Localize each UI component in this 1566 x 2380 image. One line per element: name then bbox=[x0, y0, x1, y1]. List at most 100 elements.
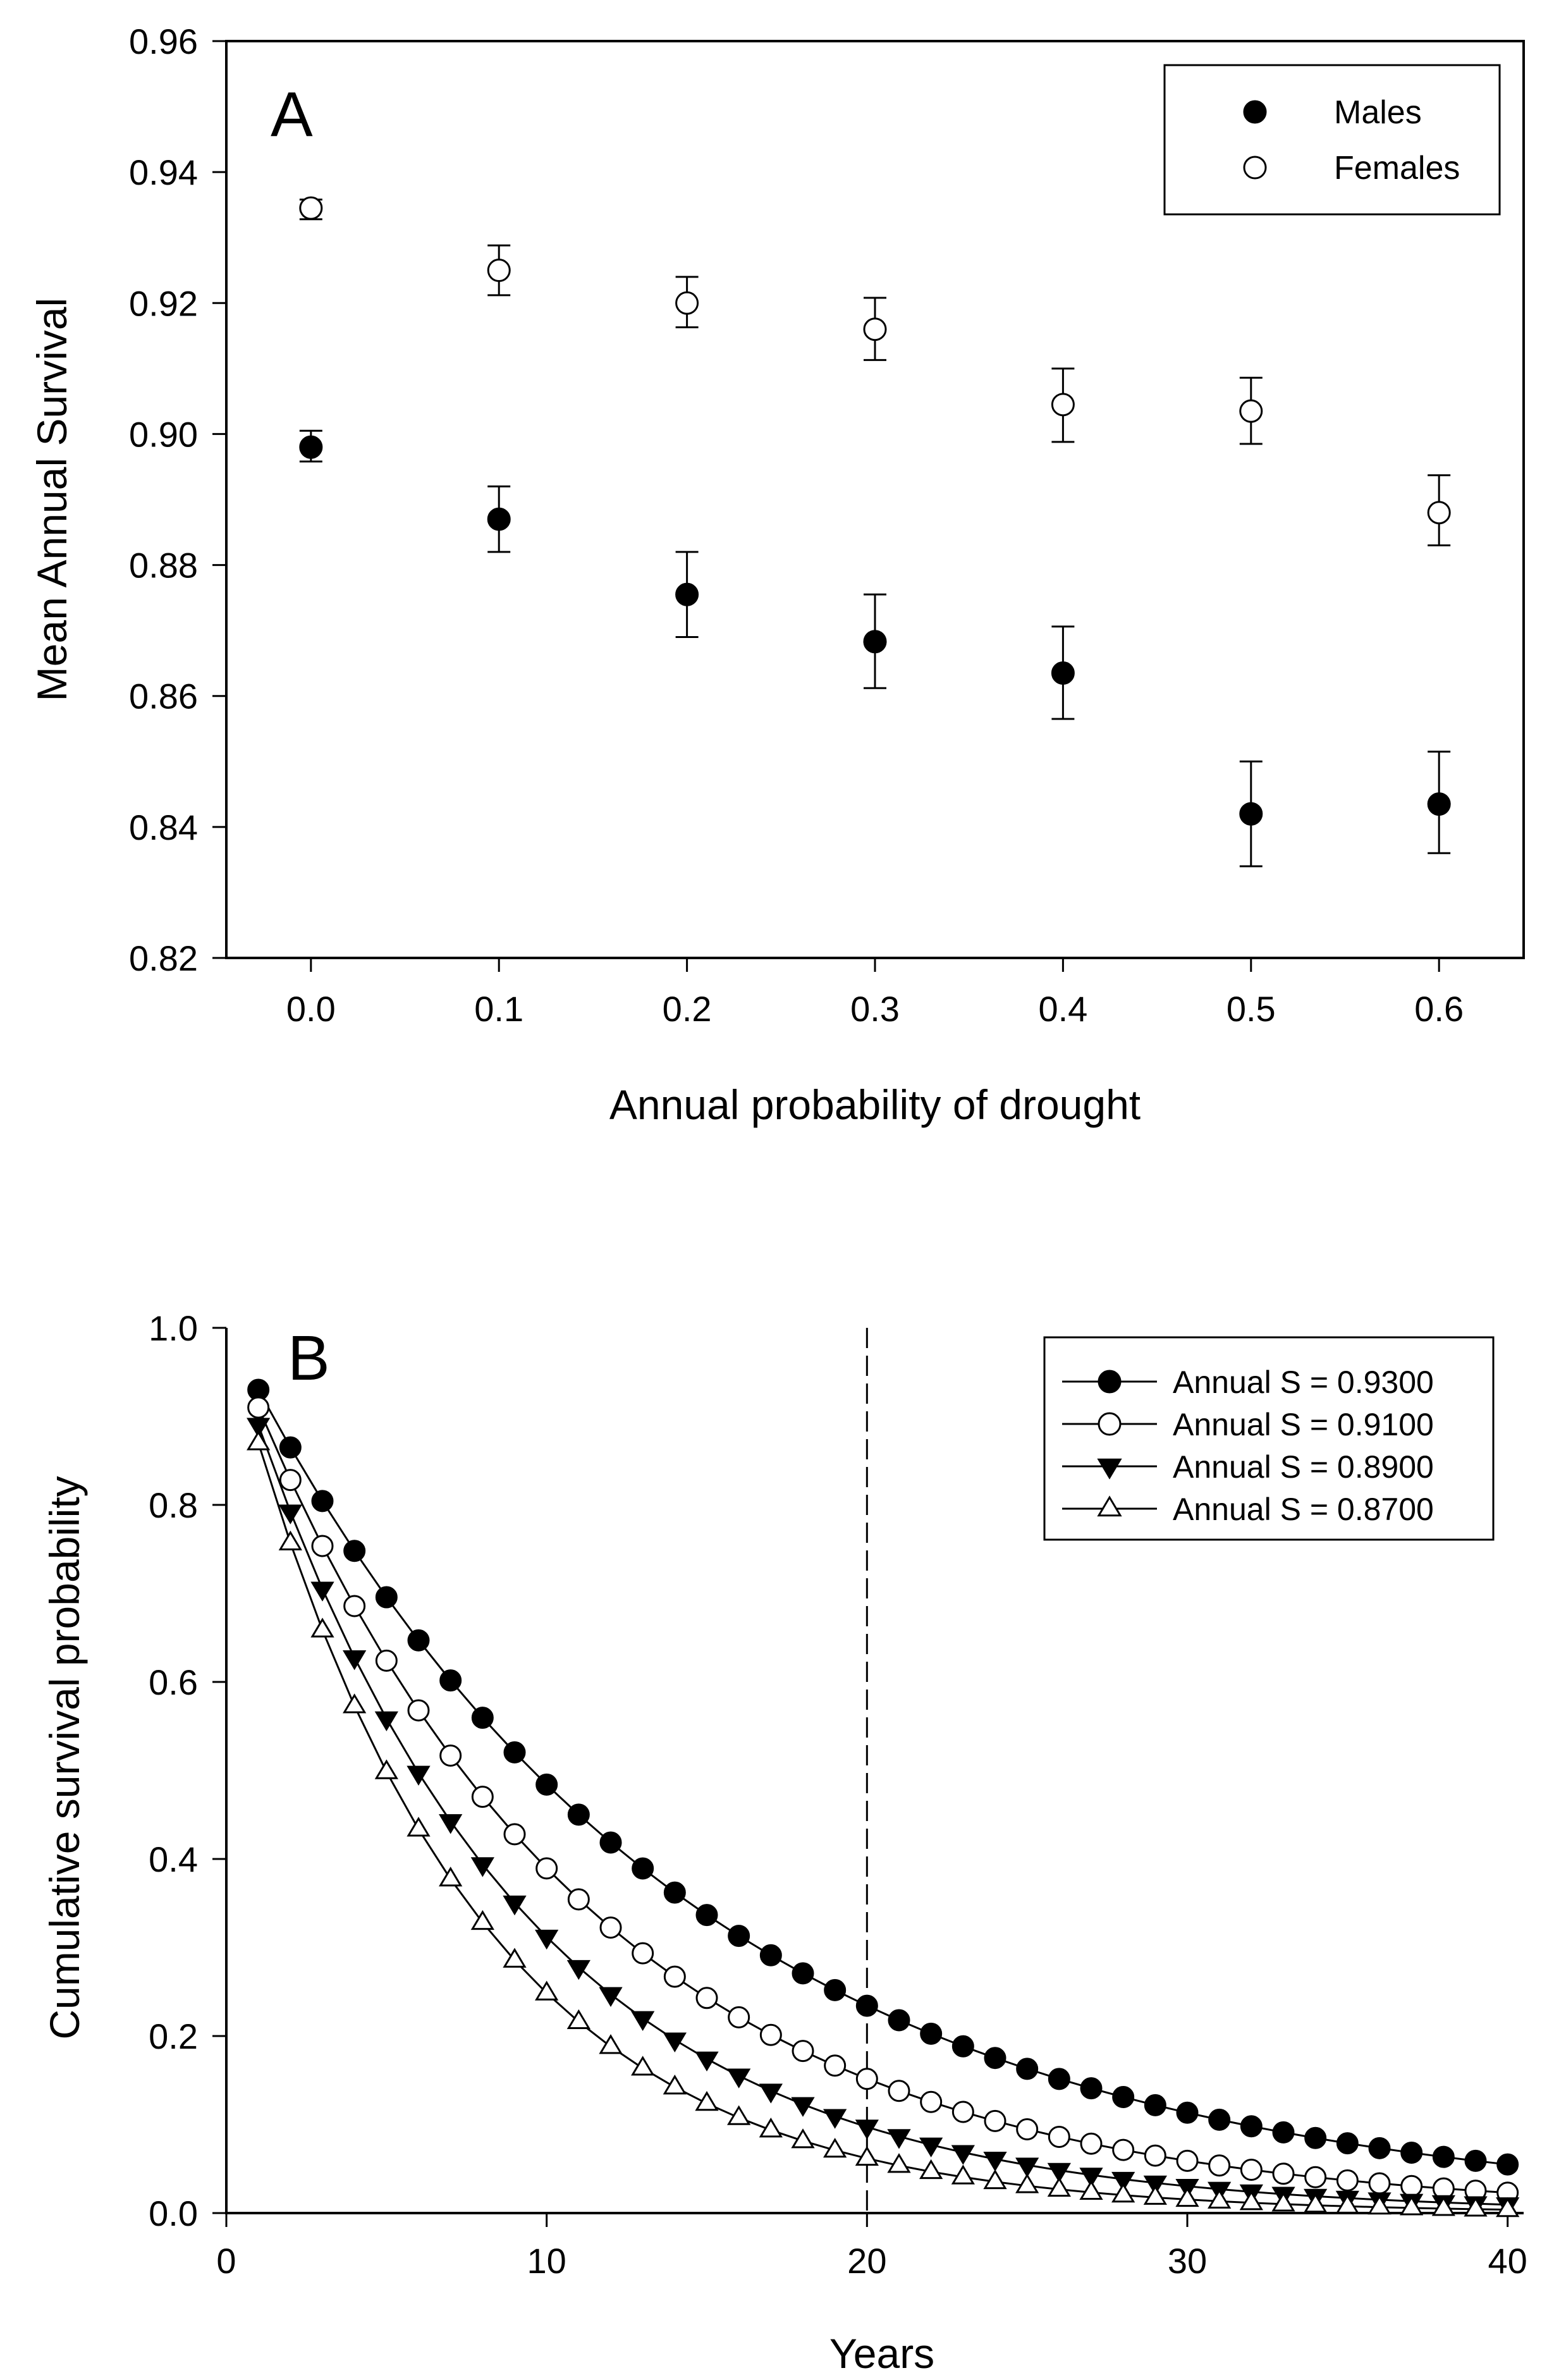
panel-a-y-axis-title: Mean Annual Survival bbox=[28, 298, 75, 701]
series-point-3 bbox=[631, 2056, 655, 2076]
panel-a-x-tick-label: 0.0 bbox=[286, 989, 336, 1029]
panel-b-y-ticks: 0.0 0.2 0.4 0.6 0.8 1.0 bbox=[149, 1308, 226, 2233]
series-point-1 bbox=[728, 2006, 750, 2028]
series-point-2 bbox=[663, 2032, 687, 2052]
series-point-3 bbox=[1271, 2192, 1295, 2212]
point-males bbox=[675, 582, 699, 606]
series-point-1 bbox=[663, 1965, 686, 1988]
series-point-0 bbox=[1144, 2094, 1166, 2116]
series-point-2 bbox=[1079, 2168, 1103, 2188]
series-point-0 bbox=[663, 1881, 686, 1904]
series-point-0 bbox=[1368, 2137, 1391, 2159]
series-point-2 bbox=[887, 2129, 911, 2149]
series-point-0 bbox=[792, 1962, 814, 1985]
series-point-2 bbox=[566, 1960, 590, 1980]
series-point-1 bbox=[471, 1786, 494, 1808]
series-point-0 bbox=[855, 1994, 878, 2017]
series-point-2 bbox=[599, 1987, 623, 2007]
series-point-3 bbox=[1335, 2193, 1359, 2214]
panel-b-x-tick-label: 10 bbox=[527, 2241, 566, 2281]
series-point-0 bbox=[1400, 2142, 1423, 2164]
series-point-1 bbox=[1048, 2125, 1070, 2148]
series-line-3 bbox=[257, 1442, 1508, 2211]
series-point-1 bbox=[1240, 2159, 1263, 2181]
series-point-2 bbox=[439, 1814, 463, 1834]
panel-a-y-tick-label: 0.88 bbox=[129, 546, 198, 586]
series-point-1 bbox=[984, 2109, 1006, 2132]
panel-b-x-axis-title: Years bbox=[829, 2330, 934, 2377]
series-point-0 bbox=[1176, 2101, 1199, 2124]
series-line-1 bbox=[257, 1407, 1508, 2194]
series-point-3 bbox=[374, 1759, 398, 1779]
series-point-1 bbox=[311, 1535, 334, 1557]
series-point-2 bbox=[823, 2109, 847, 2129]
series-point-0 bbox=[1304, 2126, 1327, 2149]
series-point-0 bbox=[599, 1831, 622, 1854]
legend-label-females: Females bbox=[1334, 150, 1460, 187]
legend-marker-males bbox=[1243, 100, 1267, 124]
series-point-0 bbox=[1112, 2085, 1135, 2108]
series-point-0 bbox=[1208, 2108, 1231, 2131]
series-point-2 bbox=[278, 1504, 302, 1524]
panel-b-y-tick-label: 0.2 bbox=[149, 2016, 198, 2056]
series-point-3 bbox=[1464, 2197, 1488, 2217]
series-point-1 bbox=[1336, 2169, 1359, 2192]
panel-b-y-tick-label: 1.0 bbox=[149, 1308, 198, 1348]
series-point-3 bbox=[1111, 2182, 1135, 2203]
point-females bbox=[1427, 501, 1451, 525]
point-females bbox=[675, 291, 699, 315]
series-point-0 bbox=[375, 1586, 398, 1609]
series-point-3 bbox=[566, 2009, 590, 2030]
series-point-3 bbox=[1400, 2195, 1424, 2216]
panel-b-x-tick-label: 0 bbox=[216, 2241, 236, 2281]
panel-a-y-tick-label: 0.84 bbox=[129, 807, 198, 847]
panel-a-y-tick-label: 0.92 bbox=[129, 283, 198, 323]
panel-a-x-tick-label: 0.3 bbox=[850, 989, 900, 1029]
panel-a-x-ticks: 0.0 0.1 0.2 0.3 0.4 0.5 0.6 bbox=[286, 958, 1464, 1029]
legend-marker-2 bbox=[1097, 1458, 1122, 1480]
series-point-3 bbox=[599, 2034, 623, 2054]
panel-b-y-axis-title: Cumulative survival probability bbox=[41, 1476, 88, 2039]
series-point-1 bbox=[1208, 2154, 1231, 2177]
series-point-0 bbox=[1240, 2115, 1263, 2138]
series-point-3 bbox=[407, 1817, 431, 1837]
series-point-0 bbox=[1016, 2058, 1039, 2080]
series-point-0 bbox=[279, 1436, 302, 1459]
legend-label-s-0890: Annual S = 0.8900 bbox=[1173, 1449, 1434, 1485]
legend-label-s-0910: Annual S = 0.9100 bbox=[1173, 1407, 1434, 1442]
series-point-2 bbox=[1047, 2162, 1071, 2183]
panel-a-x-tick-label: 0.1 bbox=[474, 989, 523, 1029]
series-point-3 bbox=[247, 1430, 271, 1451]
series-point-0 bbox=[1080, 2077, 1103, 2100]
panel-b-y-tick-label: 0.8 bbox=[149, 1485, 198, 1525]
point-females bbox=[863, 317, 887, 341]
series-point-0 bbox=[407, 1629, 430, 1652]
series-point-1 bbox=[1112, 2138, 1135, 2161]
series-point-0 bbox=[984, 2047, 1006, 2070]
series-point-0 bbox=[632, 1857, 654, 1880]
series-point-3 bbox=[439, 1867, 463, 1887]
panel-b-legend-markers bbox=[1062, 1370, 1157, 1517]
series-point-2 bbox=[374, 1711, 398, 1731]
series-point-1 bbox=[759, 2023, 782, 2046]
series-point-1 bbox=[343, 1595, 366, 1617]
series-point-2 bbox=[695, 2051, 719, 2071]
panel-a: A 0.0 0.1 0.2 0.3 0.4 0.5 0.6 0.82 0.84 0.86 0.88… bbox=[28, 21, 1525, 1128]
series-point-1 bbox=[1400, 2175, 1423, 2197]
point-females bbox=[299, 196, 323, 220]
panel-a-x-axis-title: Annual probability of drought bbox=[609, 1081, 1141, 1128]
panel-a-y-tick-label: 0.90 bbox=[129, 414, 198, 454]
panel-a-y-tick-label: 0.86 bbox=[129, 677, 198, 716]
series-point-2 bbox=[1015, 2157, 1039, 2178]
legend-marker-3 bbox=[1097, 1495, 1122, 1517]
series-point-3 bbox=[310, 1617, 334, 1638]
point-females bbox=[1051, 393, 1075, 417]
series-point-1 bbox=[535, 1857, 558, 1880]
series-point-3 bbox=[470, 1910, 494, 1930]
series-point-3 bbox=[1496, 2197, 1520, 2217]
series-point-3 bbox=[1079, 2180, 1103, 2200]
panel-b-y-tick-label: 0.6 bbox=[149, 1662, 198, 1702]
series-point-2 bbox=[535, 1929, 559, 1950]
panel-b-marks bbox=[247, 1378, 1520, 2217]
